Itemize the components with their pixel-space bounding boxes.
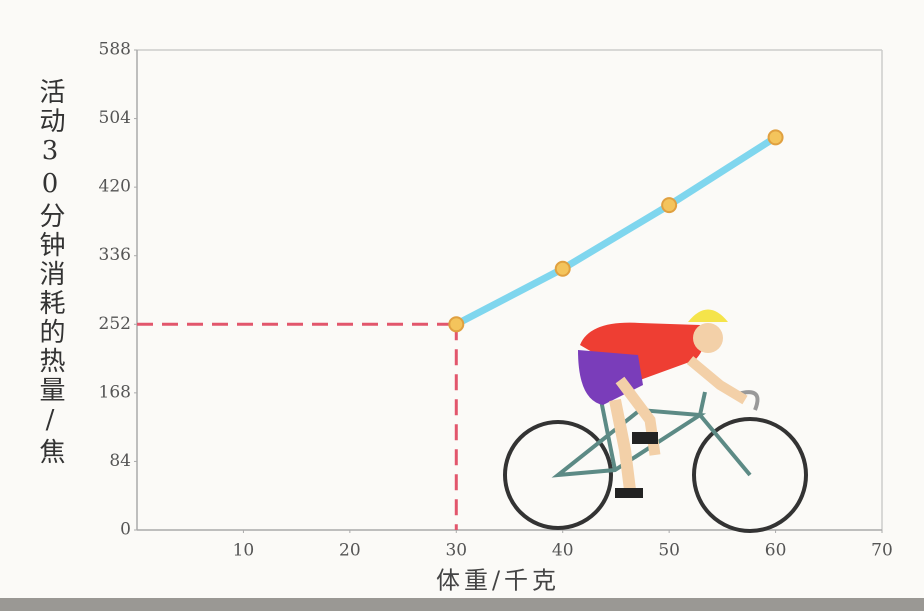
x-axis-label: 体重/千克 bbox=[436, 567, 560, 595]
data-point bbox=[767, 129, 784, 146]
data-point bbox=[661, 197, 678, 214]
y-tick-label: 168 bbox=[99, 382, 131, 402]
data-point bbox=[448, 316, 465, 333]
y-tick-label: 420 bbox=[99, 177, 131, 197]
data-point bbox=[554, 260, 571, 277]
background bbox=[0, 0, 924, 598]
y-tick-label: 504 bbox=[99, 108, 131, 128]
x-tick-label: 30 bbox=[445, 541, 467, 561]
x-tick-label: 40 bbox=[552, 541, 574, 561]
y-tick-label: 84 bbox=[109, 451, 131, 471]
y-tick-label: 0 bbox=[120, 520, 131, 540]
x-tick-label: 60 bbox=[765, 541, 787, 561]
data-line bbox=[454, 134, 778, 328]
y-axis-label: 活动30分钟消耗的热量/焦 bbox=[35, 78, 65, 467]
y-tick-label: 252 bbox=[99, 314, 131, 334]
x-tick-label: 10 bbox=[233, 541, 255, 561]
y-tick-label: 588 bbox=[99, 40, 131, 60]
y-tick-label: 336 bbox=[99, 245, 131, 265]
x-tick-label: 50 bbox=[658, 541, 680, 561]
bottom-strip bbox=[0, 598, 924, 611]
x-tick-label: 20 bbox=[339, 541, 361, 561]
cyclist-illustration bbox=[503, 309, 808, 533]
x-tick-label: 70 bbox=[871, 541, 893, 561]
